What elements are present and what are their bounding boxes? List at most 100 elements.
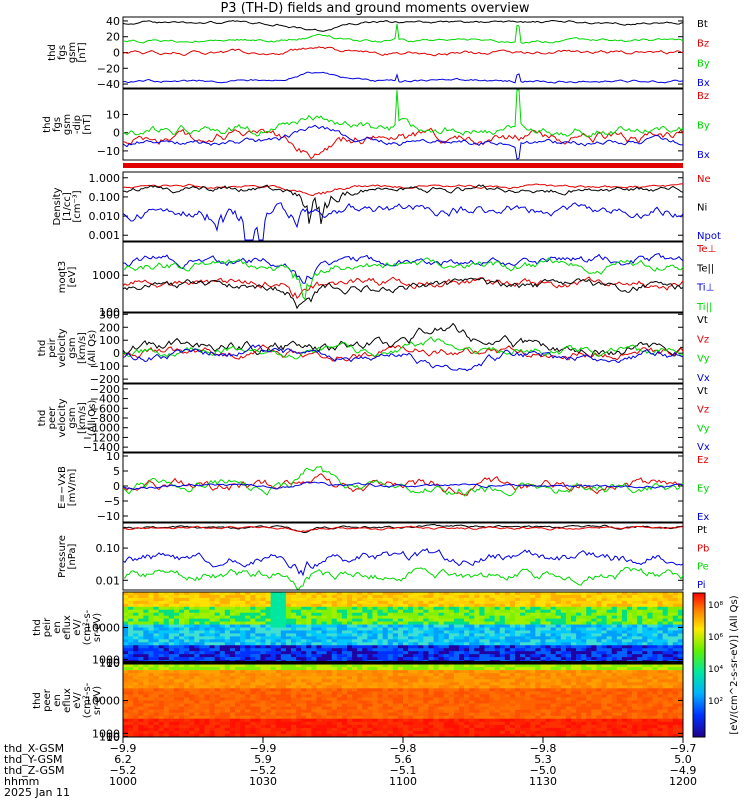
spectrogram-cell [555,712,562,717]
spectrogram-cell [352,615,358,619]
spectrogram-cell [189,718,195,723]
spectrogram-cell [189,715,195,720]
spectrogram-cell [168,606,175,611]
spectrogram-cell [448,694,455,698]
spectrogram-cell [423,639,429,643]
spectrogram-cell [229,715,236,720]
spectrogram-cell [652,624,658,628]
spectrogram-cell [341,657,348,661]
spectrogram-cell [153,645,159,649]
spectrogram-cell [204,615,210,619]
spectrogram-cell [453,670,460,674]
spectrogram-cell [403,724,409,729]
spectrogram-cell [382,703,389,707]
spectrogram-cell [128,682,134,686]
spectrogram-cell [311,673,317,677]
spectrogram-cell [143,712,149,717]
spectrogram-cell [341,688,348,692]
spectrogram-cell [260,685,266,689]
spectrogram-cell [515,633,521,637]
spectrogram-cell [306,673,312,677]
spectrogram-cell [347,691,353,695]
spectrogram-cell [672,651,679,655]
spectrogram-cell [138,733,144,738]
spectrogram-cell [550,621,557,625]
spectrogram-cell [138,642,144,646]
spectrogram-cell [530,712,536,717]
spectrogram-cell [255,679,261,683]
spectrogram-cell [530,600,536,605]
spectrogram-cell [662,627,669,631]
spectrogram-cell [418,733,424,738]
spectrogram-cell [179,703,185,707]
spectrogram-cell [443,682,450,686]
spectrogram-cell [285,654,292,658]
spectrogram-cell [321,624,327,628]
spectrogram-cell [443,657,450,661]
spectrogram-cell [128,673,134,677]
spectrogram-cell [479,592,485,596]
spectrogram-cell [224,706,231,710]
spectrogram-cell [250,594,256,599]
spectrogram-cell [489,657,495,661]
spectrogram-cell [535,688,541,692]
spectrogram-cell [260,597,266,602]
spectrogram-cell [637,657,643,661]
flag-bar [123,163,683,168]
spectrogram-cell [377,615,383,619]
spectrogram-cell [672,618,679,622]
spectrogram-cell [214,700,221,704]
spectrogram-cell [260,712,266,717]
spectrogram-cell [199,724,205,729]
spectrogram-cell [509,688,516,692]
spectrogram-cell [565,709,572,713]
spectrogram-cell [443,676,450,680]
spectrogram-cell [311,594,317,599]
spectrogram-cell [499,685,506,689]
spectrogram-cell [372,603,378,608]
spectrogram-cell [153,733,159,738]
spectrogram-cell [240,600,246,605]
spectrogram-cell [316,691,322,695]
spectrogram-cell [173,718,180,723]
spectrogram-cell [245,621,251,625]
spectrogram-cell [469,718,475,723]
y-tick-label: 1000 [92,653,120,666]
spectrogram-cell [443,597,450,602]
spectrogram-cell [540,694,546,698]
spectrogram-cell [240,730,246,735]
spectrogram-cell [321,592,327,596]
spectrogram-cell [347,618,353,622]
spectrogram-cell [260,600,266,605]
spectrogram-cell [194,688,200,692]
spectrogram-cell [280,694,287,698]
spectrogram-cell [219,594,226,599]
spectrogram-cell [428,615,434,619]
spectrogram-cell [173,664,180,668]
spectrogram-cell [489,651,495,655]
spectrogram-cell [240,664,246,668]
spectrogram-cell [240,691,246,695]
spectrogram-cell [148,594,154,599]
spectrogram-cell [581,648,587,652]
panel-frame [122,312,684,384]
spectrogram-cell [397,600,404,605]
spectrogram-cell [250,703,256,707]
spectrogram-cell [280,679,287,683]
spectrogram-cell [616,612,623,616]
spectrogram-cell [560,730,567,735]
spectrogram-cell [469,636,475,640]
spectrogram-cell [403,712,409,717]
spectrogram-cell [275,621,282,625]
spectrogram-cell [194,727,200,732]
spectrogram-cell [291,612,297,616]
spectrogram-cell [372,706,378,710]
spectrogram-cell [515,645,521,649]
spectrogram-cell [331,633,338,637]
spectrogram-cell [235,715,241,720]
spectrogram-cell [489,667,495,671]
spectrogram-cell [545,715,551,720]
spectrogram-cell [627,600,633,605]
spectrogram-cell [184,624,190,628]
spectrogram-cell [214,651,221,655]
